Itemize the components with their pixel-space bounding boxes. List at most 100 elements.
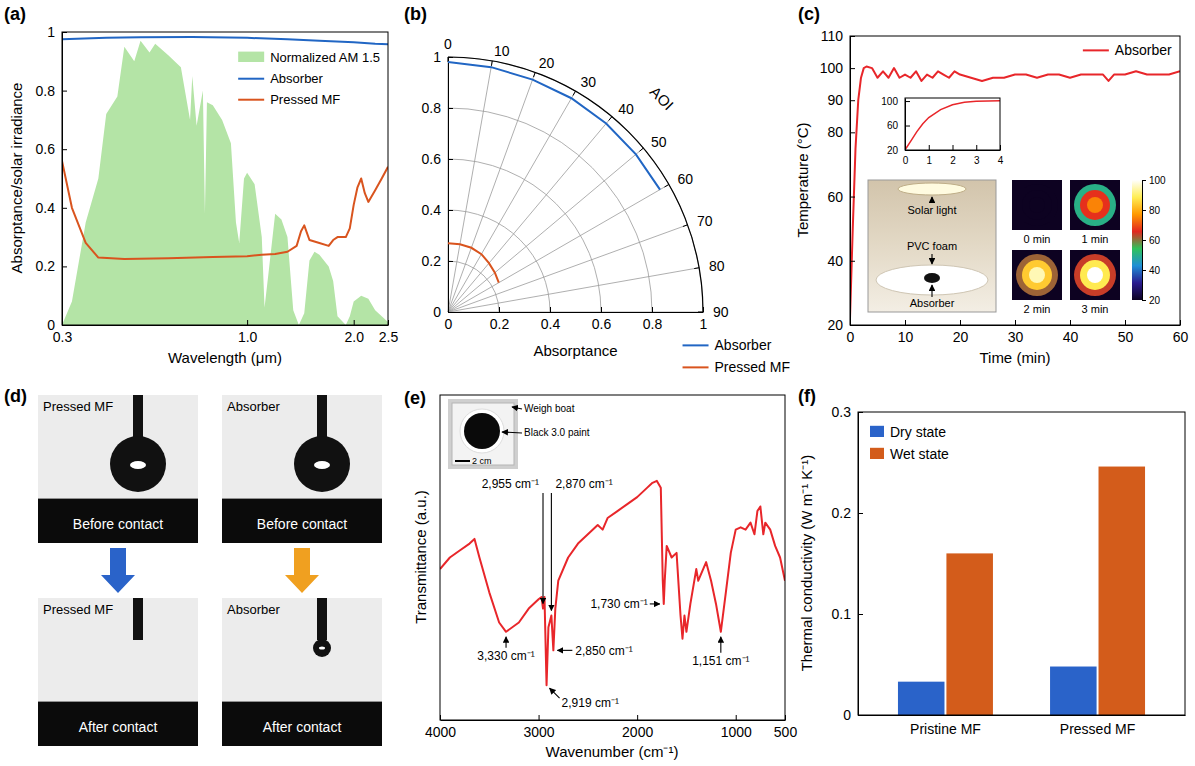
tick: 80 — [827, 124, 855, 140]
legend-item: Normalized AM 1.5 — [238, 50, 380, 65]
tick-label: 1 — [47, 24, 55, 40]
tick-mark — [534, 72, 536, 77]
tick-mark — [354, 320, 355, 325]
tick-mark — [1142, 210, 1146, 211]
annotation: 2,919 cm⁻¹ — [562, 696, 619, 710]
tick: 40 — [827, 253, 855, 269]
legend-swatch — [683, 344, 709, 346]
tick: 1000 — [721, 715, 752, 740]
tick-mark — [440, 715, 441, 720]
arrow — [551, 493, 552, 611]
axis-line — [448, 57, 703, 312]
plot-area — [62, 37, 388, 325]
tick: 0.6 — [592, 307, 612, 332]
paint-rim — [460, 409, 504, 453]
tick-mark — [694, 267, 699, 269]
tick-label: 0 — [445, 316, 453, 332]
panel-label: (d) — [4, 386, 27, 406]
tick: 0.8 — [643, 307, 663, 332]
axis-title: Thermal conductivity (W m⁻¹ K⁻¹) — [798, 455, 815, 672]
axis: 0102030405060 — [847, 320, 1189, 345]
tick-label: 2 — [950, 155, 956, 166]
legend-swatch — [1083, 49, 1109, 51]
grid-ray — [448, 57, 449, 312]
tick: 60 — [1142, 235, 1161, 246]
grid-ray — [448, 72, 535, 312]
line — [448, 243, 499, 283]
grid-arc — [448, 57, 703, 312]
arrow — [542, 493, 543, 604]
tick-label: 0.3 — [53, 329, 73, 345]
tick: 0 — [47, 317, 67, 333]
tick-label: 50 — [651, 134, 667, 150]
tick-label: 60 — [677, 171, 693, 187]
axis-title: Absorptance — [533, 342, 617, 359]
tick-label: 2.0 — [344, 329, 364, 345]
panel: 010203040506070809000.20.40.60.8100.20.4… — [422, 36, 790, 375]
bar — [898, 682, 945, 715]
tick-label: 500 — [774, 724, 798, 740]
tick-mark — [448, 159, 453, 160]
needle — [317, 598, 327, 640]
axis: 01234 — [903, 145, 1004, 166]
tick-label: 40 — [1149, 265, 1161, 276]
tick: 20 — [887, 145, 910, 156]
arrow — [557, 650, 572, 651]
tick: 20 — [953, 320, 969, 345]
tick: 0.8 — [422, 100, 453, 116]
inset: 012342060100 — [881, 96, 1003, 166]
tick-mark — [601, 307, 602, 312]
tick-label: Pressed MF — [1060, 721, 1135, 737]
line — [62, 161, 388, 259]
axis-title: Time (min) — [979, 349, 1050, 366]
axis: 0.31.02.02.5 — [53, 320, 399, 345]
tick-mark — [858, 513, 863, 514]
tick: 0.2 — [422, 253, 453, 269]
lamp — [898, 183, 966, 195]
photo-label: Absorber — [227, 602, 280, 617]
photo-background — [38, 598, 198, 746]
axis-line — [449, 312, 704, 313]
arrow — [512, 407, 522, 409]
tick: 0.3 — [832, 404, 863, 420]
tick-label: 0.8 — [422, 100, 442, 116]
tick-label: Pristine MF — [910, 721, 981, 737]
tick-label: 40 — [618, 101, 634, 117]
plot-frame — [62, 32, 388, 325]
thermal-ring — [1074, 184, 1116, 226]
tick: 10 — [898, 320, 914, 345]
panel-label: (b) — [404, 4, 427, 24]
panel: 0.31.02.02.500.20.40.60.81Wavelength (μm… — [8, 24, 398, 366]
tick: 2 — [950, 145, 956, 166]
tick-label: 80 — [827, 124, 843, 140]
tick-mark — [550, 307, 551, 312]
tick-label: 0.1 — [832, 606, 852, 622]
tick-label: 60 — [1173, 329, 1189, 345]
axis-line — [906, 150, 1001, 151]
tick-mark — [1180, 320, 1181, 325]
tick-mark — [448, 261, 453, 262]
annotation: 2,850 cm⁻¹ — [575, 644, 632, 658]
thermal-image — [1070, 250, 1120, 300]
absorber-sample — [924, 273, 940, 283]
panel-label: (a) — [4, 4, 26, 24]
axis: 20406080100 — [1142, 175, 1166, 306]
tick: 20 — [1142, 295, 1161, 306]
tick-mark — [858, 614, 863, 615]
tick-label: 2.5 — [379, 329, 399, 345]
plot-area — [448, 62, 660, 283]
photo-label: Solar light — [908, 204, 957, 216]
tick-mark — [640, 148, 644, 151]
photo-background — [222, 598, 382, 746]
tick-label: 80 — [709, 258, 725, 274]
droplet — [313, 639, 331, 657]
axis-line — [859, 715, 1186, 716]
tick: 100 — [1142, 175, 1166, 186]
arrow — [101, 548, 135, 593]
tick-label: 30 — [581, 74, 597, 90]
thermal-core — [1029, 197, 1045, 213]
tick: Pressed MF — [1060, 721, 1135, 737]
axis: 00.20.40.60.81 — [422, 49, 453, 320]
tick-mark — [247, 320, 248, 325]
axis-title: Transmittance (a.u.) — [412, 490, 429, 624]
